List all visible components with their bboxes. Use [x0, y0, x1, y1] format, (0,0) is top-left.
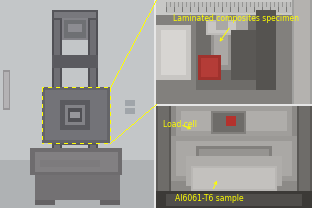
Text: Load cell: Load cell: [163, 120, 197, 129]
Text: Al6061-T6 sample: Al6061-T6 sample: [175, 182, 244, 203]
Text: Laminated composites specimen: Laminated composites specimen: [173, 14, 299, 41]
